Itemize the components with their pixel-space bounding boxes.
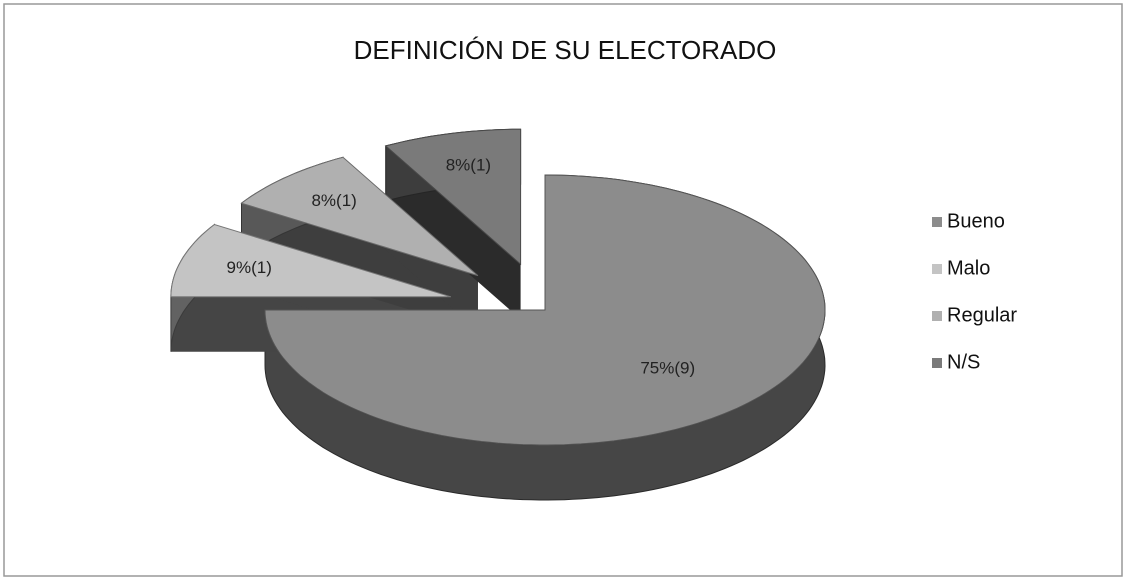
data-label: 75%(9)	[640, 359, 695, 378]
pie: 75%(9) 9%(1) 8%(1) 8%(1)	[170, 128, 826, 501]
legend-swatch	[932, 264, 942, 274]
slice	[384, 128, 522, 266]
data-label: 8%(1)	[311, 191, 356, 210]
data-label: 9%(1)	[227, 258, 272, 277]
slice	[240, 156, 479, 277]
legend-label: Malo	[947, 257, 990, 279]
data-label: 8%(1)	[446, 156, 491, 175]
slice	[264, 174, 826, 446]
chart-title: DEFINICIÓN DE SU ELECTORADO	[354, 35, 777, 65]
legend-label: N/S	[947, 351, 980, 373]
legend-label: Bueno	[947, 210, 1005, 232]
legend-swatch	[932, 217, 942, 227]
legend-swatch	[932, 358, 942, 368]
legend-label: Regular	[947, 304, 1017, 326]
legend-swatch	[932, 311, 942, 321]
slice	[170, 223, 452, 298]
slice-edge	[241, 203, 478, 331]
legend: Bueno Malo Regular N/S	[932, 210, 1017, 373]
